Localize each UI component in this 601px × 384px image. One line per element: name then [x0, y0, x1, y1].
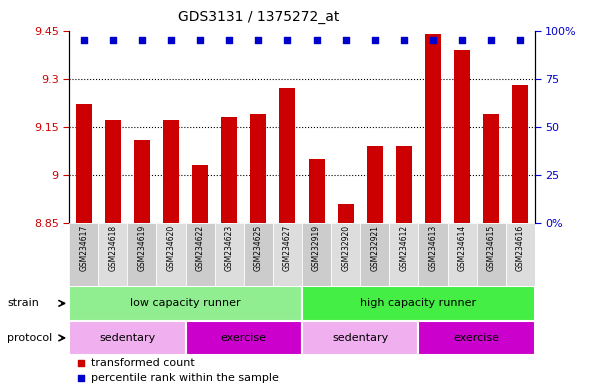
Text: GSM234615: GSM234615	[487, 225, 496, 271]
Bar	[302, 321, 418, 355]
Text: GSM234619: GSM234619	[138, 225, 147, 271]
Bar	[338, 204, 353, 223]
Bar	[454, 50, 470, 223]
Bar	[506, 223, 535, 286]
Text: GSM232921: GSM232921	[370, 225, 379, 271]
Bar	[512, 85, 528, 223]
Text: GSM234623: GSM234623	[225, 225, 234, 271]
Text: transformed count: transformed count	[91, 358, 195, 368]
Point	[486, 37, 496, 43]
Text: GSM234627: GSM234627	[283, 225, 292, 271]
Bar	[69, 223, 98, 286]
Point	[341, 37, 350, 43]
Point	[399, 37, 409, 43]
Bar	[244, 223, 273, 286]
Text: low capacity runner: low capacity runner	[130, 298, 241, 308]
Text: GSM234617: GSM234617	[79, 225, 88, 271]
Point	[516, 37, 525, 43]
Point	[195, 37, 205, 43]
Bar	[192, 165, 208, 223]
Point	[403, 309, 413, 315]
Bar	[127, 223, 156, 286]
Bar	[105, 120, 121, 223]
Point	[79, 37, 88, 43]
Text: exercise: exercise	[454, 333, 499, 343]
Point	[370, 37, 380, 43]
Text: GSM232919: GSM232919	[312, 225, 321, 271]
Bar	[308, 159, 325, 223]
Text: protocol: protocol	[7, 333, 52, 343]
Bar	[221, 117, 237, 223]
Bar	[448, 223, 477, 286]
Text: GSM234625: GSM234625	[254, 225, 263, 271]
Text: GSM234620: GSM234620	[166, 225, 175, 271]
Text: GSM234614: GSM234614	[457, 225, 466, 271]
Bar	[367, 146, 383, 223]
Point	[428, 37, 438, 43]
Point	[166, 37, 176, 43]
Bar	[396, 146, 412, 223]
Text: GSM234618: GSM234618	[108, 225, 117, 271]
Bar	[331, 223, 360, 286]
Point	[312, 37, 322, 43]
Bar	[98, 223, 127, 286]
Bar	[273, 223, 302, 286]
Bar	[425, 34, 441, 223]
Bar	[302, 223, 331, 286]
Bar	[360, 223, 389, 286]
Text: percentile rank within the sample: percentile rank within the sample	[91, 372, 279, 383]
Bar	[156, 223, 186, 286]
Text: sedentary: sedentary	[99, 333, 156, 343]
Text: high capacity runner: high capacity runner	[361, 298, 477, 308]
Point	[282, 37, 292, 43]
Bar	[69, 286, 302, 321]
Point	[403, 178, 413, 184]
Point	[254, 37, 263, 43]
Bar	[477, 223, 506, 286]
Bar	[215, 223, 244, 286]
Bar	[279, 88, 296, 223]
Text: GSM234613: GSM234613	[429, 225, 438, 271]
Text: sedentary: sedentary	[332, 333, 388, 343]
Point	[108, 37, 118, 43]
Bar	[302, 286, 535, 321]
Bar	[69, 321, 186, 355]
Text: strain: strain	[7, 298, 39, 308]
Bar	[389, 223, 418, 286]
Bar	[418, 321, 535, 355]
Text: GSM234616: GSM234616	[516, 225, 525, 271]
Bar	[418, 223, 448, 286]
Bar	[134, 139, 150, 223]
Bar	[483, 114, 499, 223]
Text: GSM234622: GSM234622	[195, 225, 204, 271]
Point	[137, 37, 147, 43]
Bar	[186, 223, 215, 286]
Bar	[76, 104, 92, 223]
Bar	[163, 120, 179, 223]
Point	[224, 37, 234, 43]
Text: GSM232920: GSM232920	[341, 225, 350, 271]
Bar	[186, 321, 302, 355]
Bar	[251, 114, 266, 223]
Point	[457, 37, 467, 43]
Text: exercise: exercise	[221, 333, 267, 343]
Text: GSM234612: GSM234612	[400, 225, 409, 271]
Text: GDS3131 / 1375272_at: GDS3131 / 1375272_at	[178, 10, 339, 23]
